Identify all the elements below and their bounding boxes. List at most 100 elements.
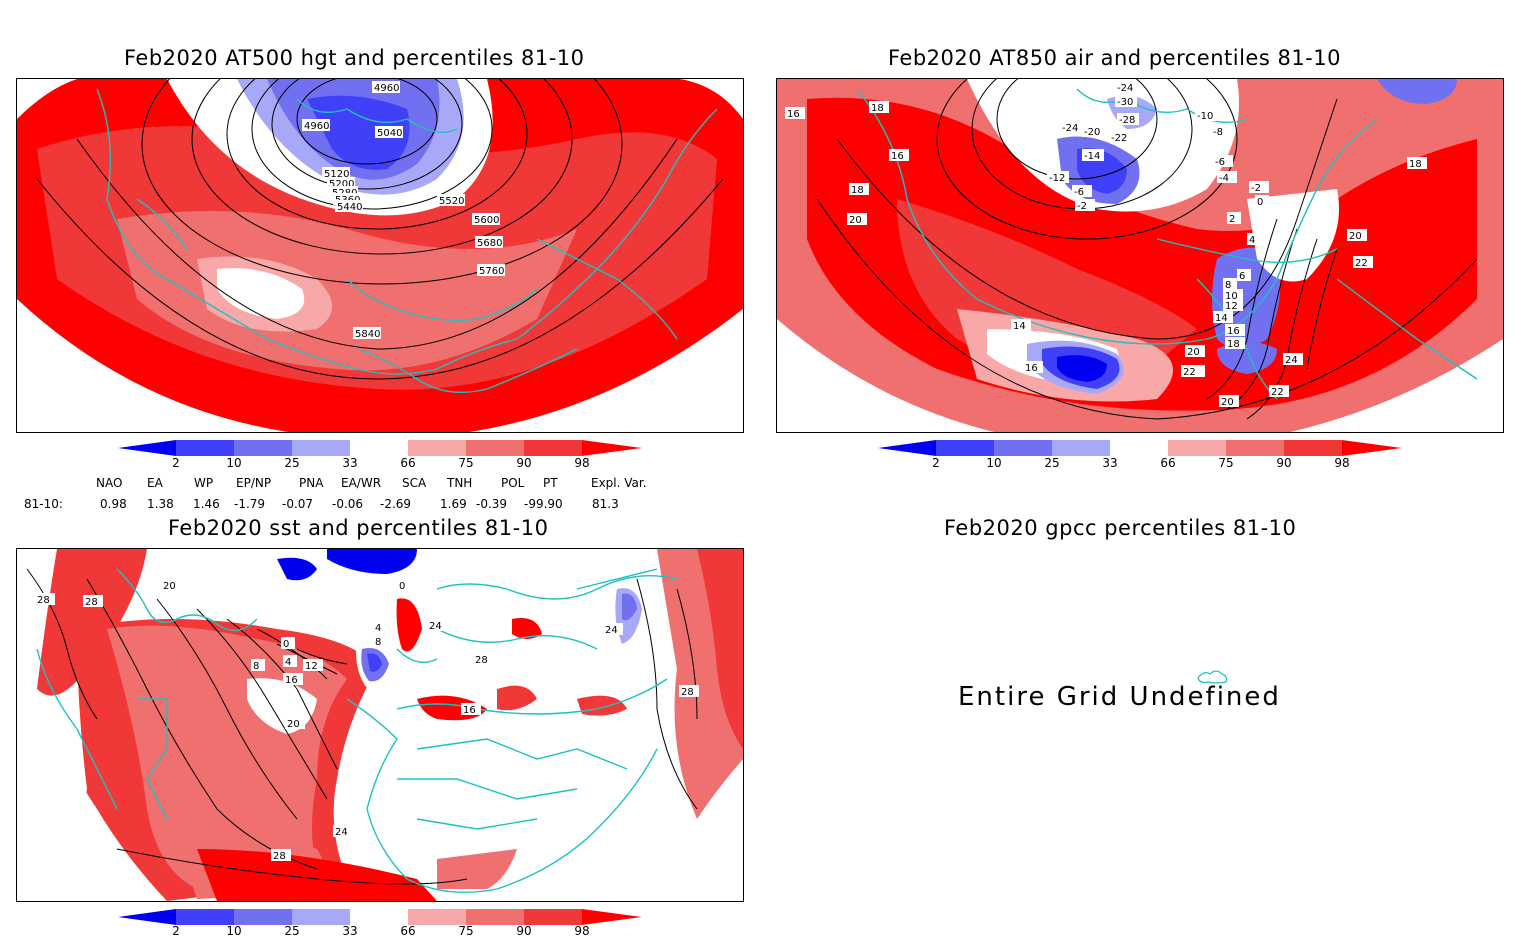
contour-label: 2 (1229, 214, 1235, 225)
contour-label: 18 (871, 103, 884, 114)
colorbar-sst-svg (118, 909, 642, 925)
colorbar-850air-svg (878, 440, 1402, 456)
contour-label: 5760 (479, 266, 504, 277)
colorbar-label: 33 (342, 456, 358, 470)
index-header: Expl. Var. (591, 476, 647, 490)
contour-label: -12 (1049, 173, 1065, 184)
contour-label: 5520 (439, 196, 464, 207)
colorbar-label: 98 (1334, 456, 1350, 470)
small-landmass-glyph (1197, 670, 1228, 684)
colorbar-label: 98 (574, 456, 590, 470)
colorbar-label: 25 (1044, 456, 1060, 470)
contour-label: 14 (1013, 321, 1026, 332)
colorbar-label: 66 (400, 924, 416, 938)
contour-label: 28 (85, 597, 98, 608)
contour-label: 24 (335, 827, 348, 838)
index-header: PNA (299, 476, 324, 490)
map-sst-svg: 28 28 20 0 4 8 12 16 20 24 28 28 24 16 0… (17, 549, 743, 901)
colorbar-label: 25 (284, 456, 300, 470)
contour-label: 28 (681, 687, 694, 698)
contour-label: 8 (1225, 280, 1231, 291)
contour-label: 18 (851, 185, 864, 196)
map-850air-svg: -24 -30 -28 -22 -20 -24 -14 -12 -6 -2 -1… (777, 79, 1503, 432)
colorbar-label: 10 (986, 456, 1002, 470)
index-header: EP/NP (236, 476, 272, 490)
contour-label: 20 (1221, 397, 1234, 408)
contour-label: 16 (285, 675, 298, 686)
contour-label: 24 (429, 621, 442, 632)
colorbar-sst: 2 10 25 33 66 75 90 98 (118, 909, 642, 939)
contour-label: 16 (1227, 326, 1240, 337)
colorbar-label: 98 (574, 924, 590, 938)
colorbar-label: 2 (172, 456, 180, 470)
colorbar-label: 10 (226, 456, 242, 470)
map-500hgt: 4960 4960 5040 5120 5200 5280 5360 5440 … (16, 78, 744, 433)
contour-label: 12 (305, 661, 318, 672)
contour-label: -8 (1213, 127, 1223, 138)
contour-label: 6 (1239, 271, 1245, 282)
contour-label: 20 (849, 215, 862, 226)
gpcc-undefined-message: Entire Grid Undefined (958, 682, 1281, 712)
contour-label: 18 (1409, 159, 1422, 170)
contour-label: 4960 (304, 121, 329, 132)
index-value: -0.39 (476, 497, 508, 511)
colorbar-label: 25 (284, 924, 300, 938)
contour-label: 20 (163, 581, 176, 592)
contour-label: 0 (399, 581, 405, 592)
contour-label: -20 (1084, 127, 1100, 138)
index-header: PT (543, 476, 558, 490)
contour-label: 20 (1187, 347, 1200, 358)
contour-label: 5040 (377, 128, 402, 139)
colorbar-label: 75 (458, 924, 474, 938)
contour-label: 20 (1349, 231, 1362, 242)
colorbar-label: 66 (400, 456, 416, 470)
contour-label: 4960 (374, 83, 399, 94)
colorbar-label: 2 (172, 924, 180, 938)
contour-label: 22 (1355, 258, 1368, 269)
map-850air: -24 -30 -28 -22 -20 -24 -14 -12 -6 -2 -1… (776, 78, 1504, 433)
index-header: EA (147, 476, 163, 490)
contour-label: 0 (283, 639, 289, 650)
contour-label: 4 (1249, 235, 1255, 246)
contour-label: 24 (1285, 355, 1298, 366)
index-value: 0.98 (100, 497, 127, 511)
contour-label: 14 (1215, 313, 1228, 324)
contour-label: 20 (287, 719, 300, 730)
colorbar-label: 90 (516, 924, 532, 938)
index-header: SCA (402, 476, 427, 490)
index-header: WP (194, 476, 214, 490)
index-header: POL (501, 476, 525, 490)
index-value: -0.06 (332, 497, 364, 511)
contour-label: 0 (1257, 197, 1263, 208)
contour-label: 24 (605, 625, 618, 636)
contour-label: 5680 (477, 238, 502, 249)
contour-label: 22 (1271, 387, 1284, 398)
colorbar-label: 90 (516, 456, 532, 470)
contour-label: -6 (1215, 157, 1225, 168)
contour-label: 16 (463, 705, 476, 716)
contour-label: 8 (253, 661, 259, 672)
contour-label: 22 (1183, 367, 1196, 378)
contour-label: -2 (1251, 183, 1261, 194)
index-value: 1.46 (193, 497, 220, 511)
colorbar-label: 10 (226, 924, 242, 938)
index-value: -2.69 (380, 497, 412, 511)
contour-label: -14 (1084, 151, 1100, 162)
index-header: TNH (447, 476, 473, 490)
contour-label: -2 (1077, 201, 1087, 212)
contour-label: 18 (1227, 339, 1240, 350)
colorbar-500hgt: 2 10 25 33 66 75 90 98 (118, 440, 642, 474)
contour-label: -28 (1119, 115, 1135, 126)
colorbar-label: 75 (1218, 456, 1234, 470)
index-value: 1.38 (147, 497, 174, 511)
index-value: -0.07 (282, 497, 314, 511)
contour-label: 12 (1225, 301, 1238, 312)
contour-label: -30 (1117, 97, 1133, 108)
contour-label: 5200 (329, 179, 354, 190)
colorbar-850air: 2 10 25 33 66 75 90 98 (878, 440, 1402, 474)
colorbar-500hgt-svg (118, 440, 642, 456)
contour-label: 4 (375, 623, 381, 634)
panel-title-850air: Feb2020 AT850 air and percentiles 81-10 (888, 46, 1341, 70)
panel-title-gpcc: Feb2020 gpcc percentiles 81-10 (944, 516, 1297, 540)
contour-label: 5440 (337, 202, 362, 213)
